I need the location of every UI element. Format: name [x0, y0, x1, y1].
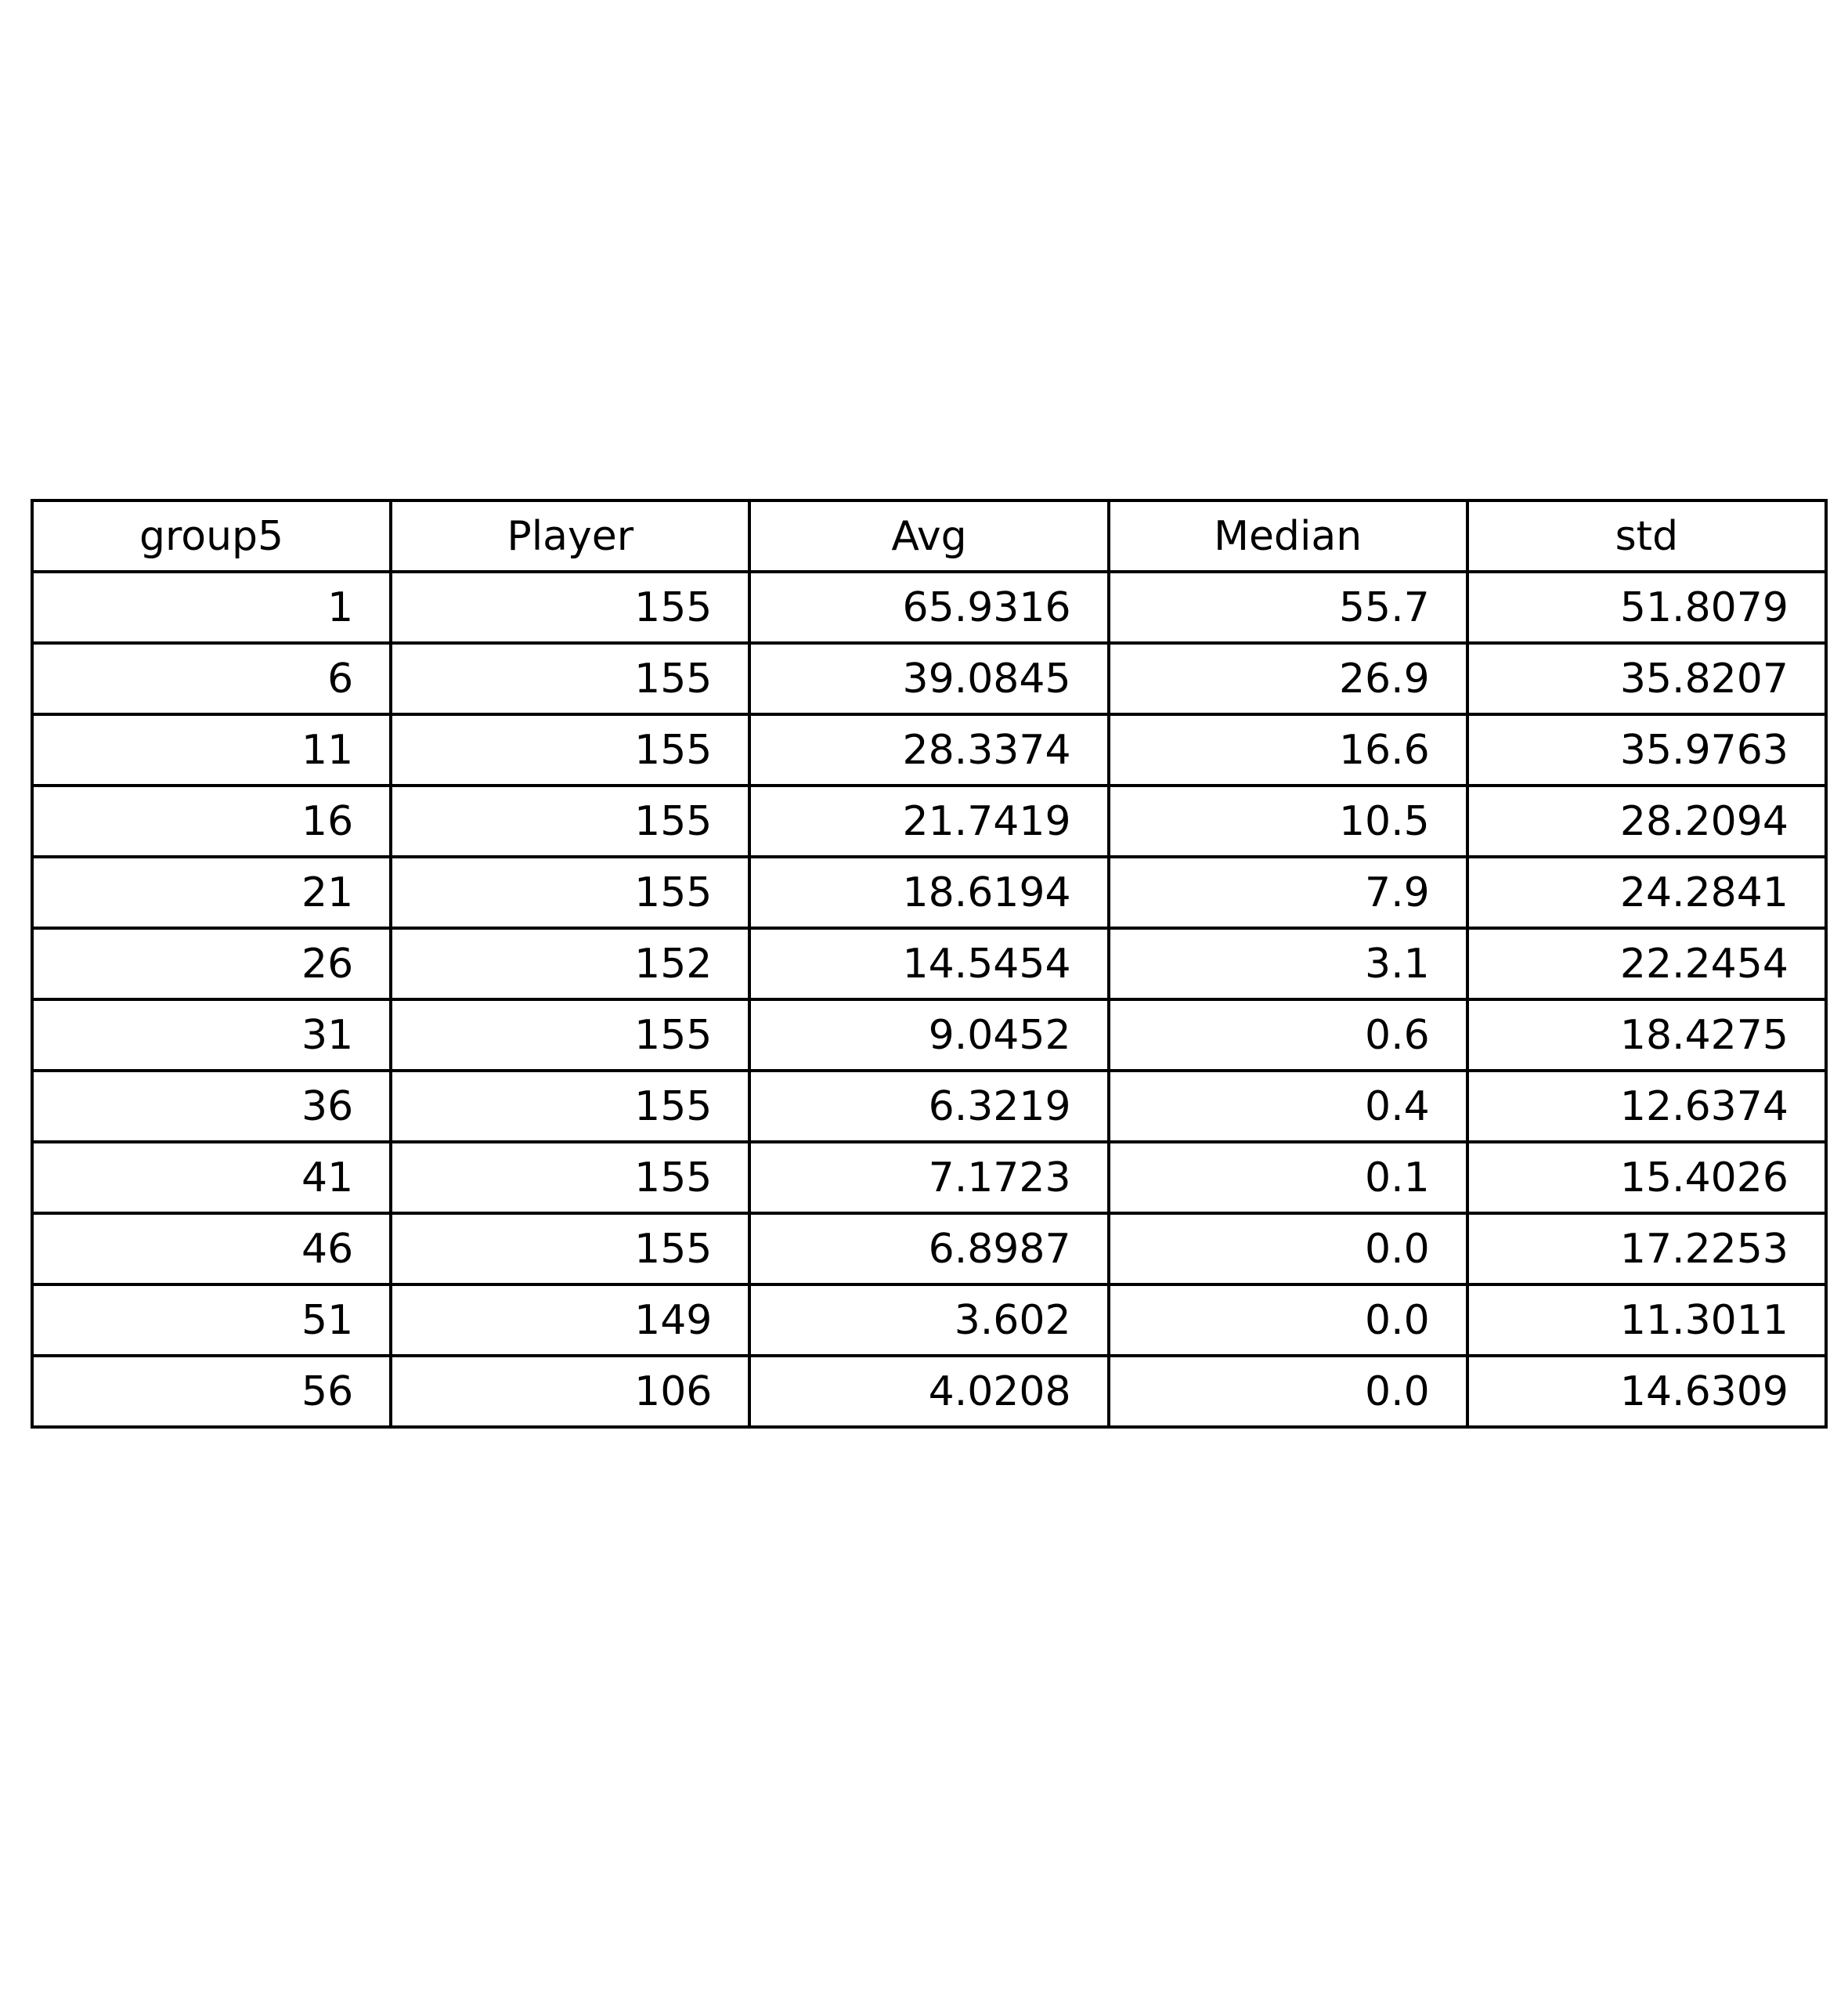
table-cell-std: 18.4275	[1465, 998, 1828, 1072]
table-row: 16 155 21.7419 10.5 28.2094	[30, 784, 1828, 858]
table-cell-median: 0.0	[1106, 1212, 1469, 1286]
table-cell-group5: 16	[30, 784, 393, 858]
table-cell-std: 28.2094	[1465, 784, 1828, 858]
table-cell-player: 155	[389, 855, 752, 930]
table-cell-std: 11.3011	[1465, 1283, 1828, 1357]
table-row: 31 155 9.0452 0.6 18.4275	[30, 998, 1828, 1072]
table-cell-median: 0.6	[1106, 998, 1469, 1072]
table-cell-group5: 56	[30, 1354, 393, 1429]
table-cell-avg: 9.0452	[748, 998, 1110, 1072]
table-cell-avg: 18.6194	[748, 855, 1110, 930]
table-cell-std: 22.2454	[1465, 927, 1828, 1001]
header-row: group5 Player Avg Median std	[30, 499, 1828, 573]
table-cell-avg: 6.3219	[748, 1069, 1110, 1143]
table-cell-std: 14.6309	[1465, 1354, 1828, 1429]
table-cell-std: 17.2253	[1465, 1212, 1828, 1286]
table-row: 51 149 3.602 0.0 11.3011	[30, 1283, 1828, 1357]
table-cell-player: 155	[389, 1069, 752, 1143]
table-row: 21 155 18.6194 7.9 24.2841	[30, 855, 1828, 930]
table-cell-player: 155	[389, 713, 752, 787]
table-cell-median: 16.6	[1106, 713, 1469, 787]
table-row: 1 155 65.9316 55.7 51.8079	[30, 570, 1828, 645]
table-cell-group5: 41	[30, 1140, 393, 1215]
table-row: 6 155 39.0845 26.9 35.8207	[30, 641, 1828, 716]
table-cell-std: 35.8207	[1465, 641, 1828, 716]
column-header-avg: Avg	[748, 499, 1110, 573]
table-cell-std: 51.8079	[1465, 570, 1828, 645]
table-row: 46 155 6.8987 0.0 17.2253	[30, 1212, 1828, 1286]
table-cell-avg: 39.0845	[748, 641, 1110, 716]
table-cell-avg: 4.0208	[748, 1354, 1110, 1429]
table-cell-player: 155	[389, 784, 752, 858]
table-cell-player: 149	[389, 1283, 752, 1357]
table-cell-std: 35.9763	[1465, 713, 1828, 787]
table-cell-median: 0.1	[1106, 1140, 1469, 1215]
table-cell-std: 24.2841	[1465, 855, 1828, 930]
table-cell-group5: 26	[30, 927, 393, 1001]
table-cell-avg: 65.9316	[748, 570, 1110, 645]
table-cell-avg: 3.602	[748, 1283, 1110, 1357]
table-cell-player: 106	[389, 1354, 752, 1429]
table-cell-group5: 51	[30, 1283, 393, 1357]
column-header-std: std	[1465, 499, 1828, 573]
column-header-player: Player	[389, 499, 752, 573]
table-cell-avg: 28.3374	[748, 713, 1110, 787]
table-cell-group5: 21	[30, 855, 393, 930]
table-row: 11 155 28.3374 16.6 35.9763	[30, 713, 1828, 787]
table-row: 26 152 14.5454 3.1 22.2454	[30, 927, 1828, 1001]
table-cell-median: 26.9	[1106, 641, 1469, 716]
table-cell-player: 155	[389, 641, 752, 716]
table-cell-group5: 1	[30, 570, 393, 645]
table-cell-median: 55.7	[1106, 570, 1469, 645]
table-cell-player: 155	[389, 1212, 752, 1286]
table-cell-player: 155	[389, 1140, 752, 1215]
table-cell-group5: 6	[30, 641, 393, 716]
table-cell-median: 7.9	[1106, 855, 1469, 930]
column-header-median: Median	[1106, 499, 1469, 573]
table-cell-group5: 36	[30, 1069, 393, 1143]
table-row: 36 155 6.3219 0.4 12.6374	[30, 1069, 1828, 1143]
table-cell-std: 12.6374	[1465, 1069, 1828, 1143]
column-header-group5: group5	[30, 499, 393, 573]
table-cell-player: 155	[389, 998, 752, 1072]
table-cell-median: 0.0	[1106, 1283, 1469, 1357]
table-cell-group5: 31	[30, 998, 393, 1072]
table-row: 56 106 4.0208 0.0 14.6309	[30, 1354, 1828, 1429]
table-cell-median: 0.0	[1106, 1354, 1469, 1429]
table-cell-avg: 21.7419	[748, 784, 1110, 858]
table-cell-median: 10.5	[1106, 784, 1469, 858]
table-cell-avg: 7.1723	[748, 1140, 1110, 1215]
table-cell-std: 15.4026	[1465, 1140, 1828, 1215]
table-cell-group5: 46	[30, 1212, 393, 1286]
table-row: 41 155 7.1723 0.1 15.4026	[30, 1140, 1828, 1215]
table-cell-median: 0.4	[1106, 1069, 1469, 1143]
table-cell-group5: 11	[30, 713, 393, 787]
data-table: group5 Player Avg Median std 1 155 65.9316…	[30, 499, 1828, 1429]
table-cell-avg: 6.8987	[748, 1212, 1110, 1286]
table-cell-player: 152	[389, 927, 752, 1001]
table-body: 1 155 65.9316 55.7 51.8079 6 155 39.0845 26.9 35.…	[30, 570, 1828, 1429]
table-cell-player: 155	[389, 570, 752, 645]
table-cell-avg: 14.5454	[748, 927, 1110, 1001]
table-cell-median: 3.1	[1106, 927, 1469, 1001]
